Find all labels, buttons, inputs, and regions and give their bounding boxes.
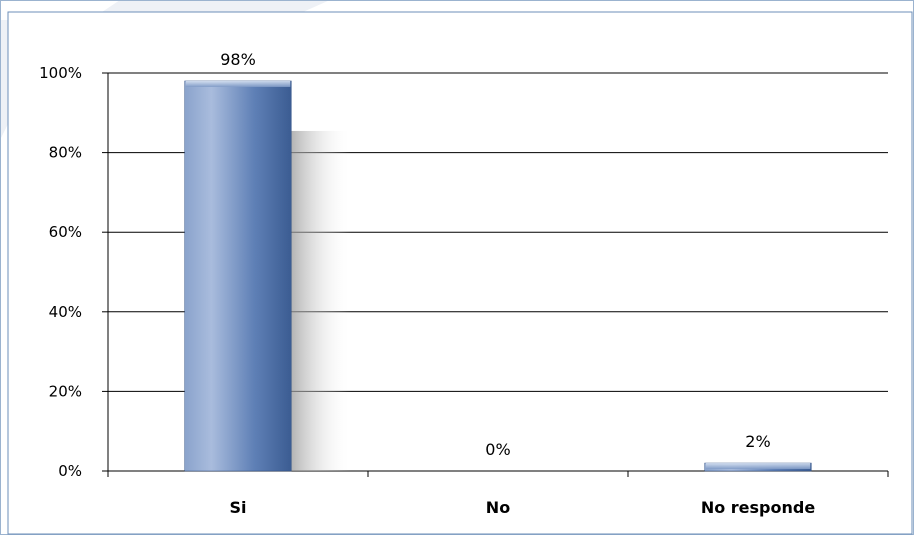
bar-highlight	[705, 463, 811, 470]
y-tick-label: 20%	[49, 382, 82, 400]
bar-shadows	[291, 130, 352, 471]
data-label: 2%	[745, 432, 770, 451]
data-label: 0%	[485, 440, 510, 459]
y-tick-label: 60%	[49, 223, 82, 241]
x-tick-label: No responde	[701, 498, 816, 517]
bars	[184, 80, 812, 472]
y-tick-label: 100%	[39, 64, 82, 82]
bar	[184, 80, 292, 472]
x-tick-label: No	[486, 498, 510, 517]
bar-highlight	[185, 80, 291, 87]
labels: 0% 20% 40% 60% 80% 100% 98% Si 0% No 2% No responde	[39, 50, 815, 517]
y-tick-label: 80%	[49, 144, 82, 162]
y-tick-label: 40%	[49, 303, 82, 321]
data-label: 98%	[220, 50, 256, 69]
y-tick-label: 0%	[58, 462, 82, 480]
bar-shadow	[291, 130, 352, 471]
x-tick-label: Si	[229, 498, 246, 517]
